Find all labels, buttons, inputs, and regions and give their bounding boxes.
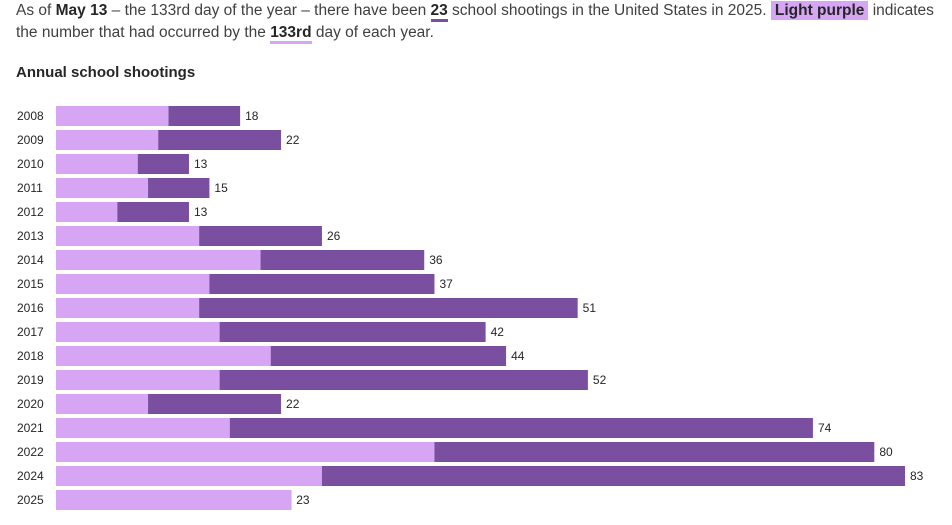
year-label: 2009 bbox=[17, 133, 44, 147]
value-label: 18 bbox=[245, 109, 259, 123]
chart-title: Annual school shootings bbox=[16, 64, 196, 81]
intro-date: May 13 bbox=[55, 2, 108, 19]
bar-by-day bbox=[56, 346, 271, 366]
value-label: 15 bbox=[214, 181, 228, 195]
year-label: 2011 bbox=[17, 181, 43, 195]
year-label: 2021 bbox=[17, 421, 44, 435]
year-label: 2019 bbox=[17, 373, 44, 387]
year-label: 2017 bbox=[17, 325, 44, 339]
bar-by-day bbox=[56, 274, 210, 294]
value-label: 74 bbox=[818, 421, 832, 435]
year-label: 2012 bbox=[17, 205, 44, 219]
bar-by-day bbox=[56, 298, 200, 318]
intro-text: As of May 13 – the 133rd day of the year… bbox=[16, 0, 936, 44]
bar-by-day bbox=[56, 322, 220, 342]
year-label: 2024 bbox=[17, 469, 44, 483]
bar-by-day bbox=[56, 226, 200, 246]
value-label: 23 bbox=[296, 493, 310, 507]
year-label: 2022 bbox=[17, 445, 44, 459]
year-label: 2013 bbox=[17, 229, 44, 243]
value-label: 42 bbox=[491, 325, 505, 339]
bar-by-day bbox=[56, 442, 435, 462]
value-label: 52 bbox=[593, 373, 607, 387]
year-label: 2015 bbox=[17, 277, 44, 291]
value-label: 13 bbox=[194, 205, 208, 219]
bar-by-day bbox=[56, 106, 169, 126]
bar-by-day bbox=[56, 250, 261, 270]
year-label: 2014 bbox=[17, 253, 44, 267]
year-label: 2025 bbox=[17, 493, 44, 507]
bar-by-day bbox=[56, 202, 118, 222]
year-label: 2020 bbox=[17, 397, 44, 411]
year-label: 2010 bbox=[17, 157, 44, 171]
bar-by-day bbox=[56, 490, 292, 510]
year-label: 2016 bbox=[17, 301, 44, 315]
bar-by-day bbox=[56, 130, 159, 150]
bar-by-day bbox=[56, 394, 149, 414]
value-label: 80 bbox=[879, 445, 893, 459]
value-label: 36 bbox=[429, 253, 443, 267]
value-label: 83 bbox=[910, 469, 924, 483]
light-purple-legend: Light purple bbox=[770, 1, 869, 20]
bar-by-day bbox=[56, 418, 230, 438]
value-label: 37 bbox=[439, 277, 453, 291]
value-label: 22 bbox=[286, 397, 300, 411]
intro-count: 23 bbox=[430, 2, 448, 22]
year-label: 2018 bbox=[17, 349, 44, 363]
value-label: 22 bbox=[286, 133, 300, 147]
bar-by-day bbox=[56, 466, 322, 486]
value-label: 51 bbox=[583, 301, 597, 315]
bar-by-day bbox=[56, 370, 220, 390]
value-label: 44 bbox=[511, 349, 525, 363]
value-label: 13 bbox=[194, 157, 208, 171]
year-label: 2008 bbox=[17, 109, 44, 123]
bar-total bbox=[56, 418, 813, 438]
bar-by-day bbox=[56, 178, 149, 198]
bar-by-day bbox=[56, 154, 138, 174]
value-label: 26 bbox=[327, 229, 341, 243]
intro-day: 133rd bbox=[270, 24, 312, 44]
